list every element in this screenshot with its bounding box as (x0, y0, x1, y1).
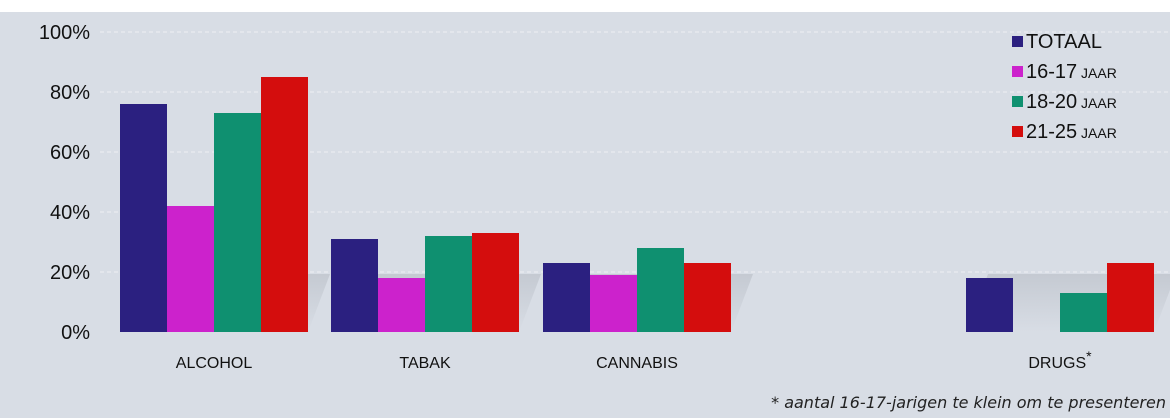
legend-label: TOTAAL (1026, 31, 1102, 53)
legend-label: 16-17 JAAR (1026, 61, 1117, 83)
legend-label: 21-25 JAAR (1026, 121, 1117, 143)
legend-swatch (1012, 36, 1023, 47)
bar (966, 278, 1013, 332)
bar (167, 206, 214, 332)
bar-chart: 0% 20% 40% 60% 80% 100% ALCOHOL TABAK CANNABIS DR… (39, 22, 1170, 372)
bar (378, 278, 425, 332)
bar (637, 248, 684, 332)
legend-label: 18-20 JAAR (1026, 91, 1117, 113)
y-tick-label: 40% (50, 202, 90, 224)
bar (214, 113, 261, 332)
category-label: TABAK (399, 355, 451, 372)
bar (684, 263, 731, 332)
y-tick-label: 0% (61, 322, 90, 344)
y-tick-label: 60% (50, 142, 90, 164)
bar (590, 275, 637, 332)
bar (331, 239, 378, 332)
bar (425, 236, 472, 332)
bar (1107, 263, 1154, 332)
bar (120, 104, 167, 332)
chart-panel: 0% 20% 40% 60% 80% 100% ALCOHOL TABAK CANNABIS DR… (0, 12, 1170, 418)
category-label: DRUGS* (1028, 348, 1092, 372)
legend-swatch (1012, 126, 1023, 137)
footnote: * aantal 16-17-jarigen te klein om te pr… (771, 393, 1166, 412)
bar (1060, 293, 1107, 332)
legend-swatch (1012, 96, 1023, 107)
bar (543, 263, 590, 332)
y-tick-label: 20% (50, 262, 90, 284)
y-tick-label: 100% (39, 22, 90, 44)
category-label: CANNABIS (596, 355, 678, 372)
bar (261, 77, 308, 332)
legend-swatch (1012, 66, 1023, 77)
y-tick-label: 80% (50, 82, 90, 104)
category-label: ALCOHOL (176, 355, 253, 372)
bar (472, 233, 519, 332)
